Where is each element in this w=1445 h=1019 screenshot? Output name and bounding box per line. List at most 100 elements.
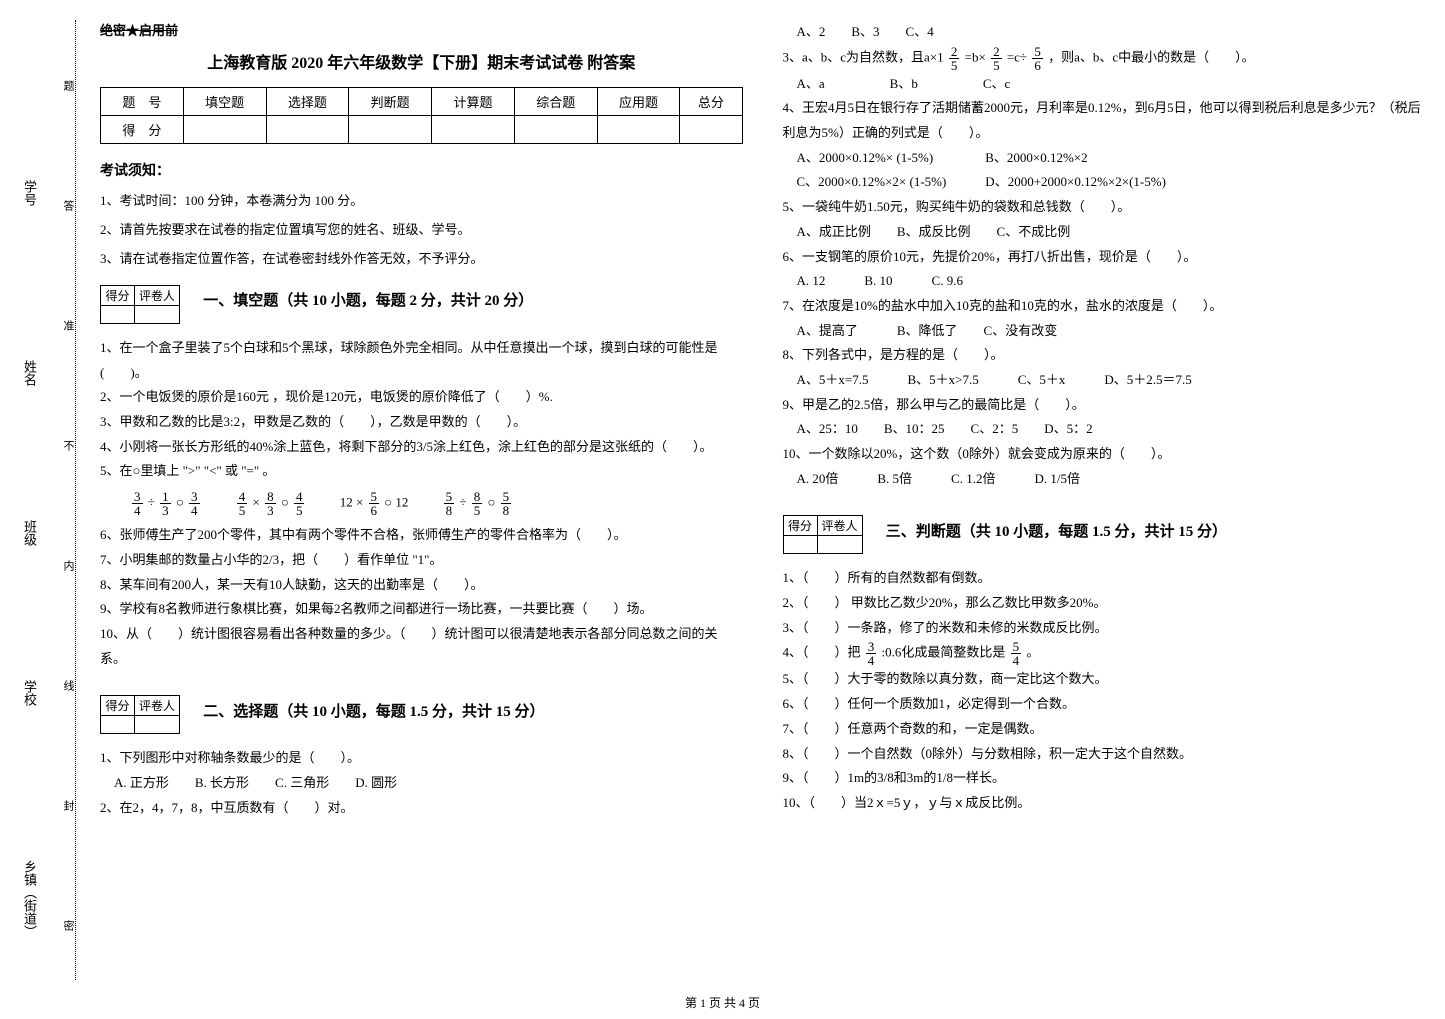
fill-q5-expressions: 34 ÷ 13 ○ 34 45 × 83 ○ 45 12 × 56 xyxy=(100,490,743,517)
choice-questions-cont: A、2 B、3 C、4 3、a、b、c为自然数，且a×1 25 =b× 25 =… xyxy=(783,20,1426,491)
fraction: 58 xyxy=(501,490,512,517)
score-header: 选择题 xyxy=(266,88,349,116)
mini-score-cell xyxy=(135,306,180,324)
question: 3、甲数和乙数的比是3:2，甲数是乙数的（ ），乙数是甲数的（ ）。 xyxy=(100,410,743,435)
binding-label: 学校 xyxy=(20,680,39,706)
fraction: 25 xyxy=(949,45,960,72)
fraction: 56 xyxy=(369,490,380,517)
question: 10、从（ ）统计图很容易看出各种数量的多少。（ ）统计图可以很清楚地表示各部分… xyxy=(100,622,743,671)
operator: ÷ xyxy=(459,495,466,510)
question: 3、（ ）一条路，修了的米数和未修的米数成反比例。 xyxy=(783,616,1426,641)
table-row: 得 分 xyxy=(101,116,743,144)
mini-score-box: 得分评卷人 xyxy=(100,695,180,734)
binding-dot: 准 xyxy=(60,320,76,339)
exam-notice: 考试须知： 1、考试时间：100 分钟，本卷满分为 100 分。 2、请首先按要… xyxy=(100,160,743,267)
question: 1、下列图形中对称轴条数最少的是（ ）。 xyxy=(100,746,743,771)
score-header: 综合题 xyxy=(514,88,597,116)
options: A、a B、b C、c xyxy=(797,72,1426,97)
notice-item: 1、考试时间：100 分钟，本卷满分为 100 分。 xyxy=(100,190,743,209)
score-header: 判断题 xyxy=(349,88,432,116)
fill-questions: 1、在一个盒子里装了5个白球和5个黑球，球除颜色外完全相同。从中任意摸出一个球，… xyxy=(100,336,743,671)
score-header: 计算题 xyxy=(432,88,515,116)
options: A. 12 B. 10 C. 9.6 xyxy=(797,269,1426,294)
judge-questions: 1、（ ）所有的自然数都有倒数。 2、（ ） 甲数比乙数少20%，那么乙数比甲数… xyxy=(783,566,1426,815)
question: 9、学校有8名教师进行象棋比赛，如果每2名教师之间都进行一场比赛，一共要比赛（ … xyxy=(100,597,743,622)
binding-label: 姓名 xyxy=(20,360,39,386)
binding-line xyxy=(75,20,76,980)
fraction: 54 xyxy=(1011,640,1022,667)
mini-score-label: 评卷人 xyxy=(135,696,180,716)
expr-group: 34 ÷ 13 ○ 34 xyxy=(130,490,202,517)
part-title-fill: 一、填空题（共 10 小题，每题 2 分，共计 20 分） xyxy=(203,289,533,310)
question: 10、（ ）当2ｘ=5ｙ，ｙ与ｘ成反比例。 xyxy=(783,791,1426,816)
binding-dot: 封 xyxy=(60,800,76,819)
mini-score-label: 评卷人 xyxy=(817,516,862,536)
question: 8、下列各式中，是方程的是（ ）。 xyxy=(783,343,1426,368)
question: 6、张师傅生产了200个零件，其中有两个零件不合格，张师傅生产的零件合格率为（ … xyxy=(100,523,743,548)
options: A、成正比例 B、成反比例 C、不成比例 xyxy=(797,220,1426,245)
notice-head: 考试须知： xyxy=(100,160,743,180)
binding-dot: 题 xyxy=(60,80,76,99)
score-header: 应用题 xyxy=(597,88,680,116)
question: 6、一支钢笔的原价10元，先提价20%，再打八折出售，现价是（ ）。 xyxy=(783,245,1426,270)
question: 5、在○里填上 ">" "<" 或 "=" 。 xyxy=(100,459,743,484)
mini-score-cell xyxy=(135,716,180,734)
question: 2、一个电饭煲的原价是160元 ，现价是120元，电饭煲的原价降低了（ ）%. xyxy=(100,385,743,410)
score-cell xyxy=(514,116,597,144)
fraction: 25 xyxy=(991,45,1002,72)
fraction: 34 xyxy=(132,490,143,517)
expr-group: 12 × 56 ○ 12 xyxy=(340,490,409,517)
question: 2、在2，4，7，8，中互质数有（ ）对。 xyxy=(100,796,743,821)
fraction: 58 xyxy=(444,490,455,517)
binding-label: 乡镇（街道） xyxy=(20,860,39,938)
q-text: =b× xyxy=(965,49,986,64)
mini-score-cell xyxy=(101,716,135,734)
mini-score-label: 评卷人 xyxy=(135,286,180,306)
operator: × xyxy=(253,495,260,510)
circle-blank: ○ xyxy=(281,495,289,510)
options: A. 20倍 B. 5倍 C. 1.2倍 D. 1/5倍 xyxy=(797,467,1426,492)
question: 6、（ ）任何一个质数加1，必定得到一个合数。 xyxy=(783,692,1426,717)
choice-q1-2: 1、下列图形中对称轴条数最少的是（ ）。 A. 正方形 B. 长方形 C. 三角… xyxy=(100,746,743,820)
options: A、2 B、3 C、4 xyxy=(797,20,1426,45)
options: A、2000×0.12%× (1-5%) B、2000×0.12%×2 xyxy=(797,146,1426,171)
circle-blank: ○ xyxy=(488,495,496,510)
circle-blank: ○ xyxy=(384,495,392,510)
expr-group: 58 ÷ 85 ○ 58 xyxy=(442,490,514,517)
binding-dot: 内 xyxy=(60,560,76,579)
question: 4、王宏4月5日在银行存了活期储蓄2000元，月利率是0.12%，到6月5日，他… xyxy=(783,96,1426,145)
binding-dot: 答 xyxy=(60,200,76,219)
options: A、提高了 B、降低了 C、没有改变 xyxy=(797,319,1426,344)
question: 5、（ ）大于零的数除以真分数，商一定比这个数大。 xyxy=(783,667,1426,692)
options: A、5＋x=7.5 B、5＋x>7.5 C、5＋x D、5＋2.5＝7.5 xyxy=(797,368,1426,393)
score-cell xyxy=(349,116,432,144)
left-column: 绝密★启用前 上海教育版 2020 年六年级数学【下册】期末考试试卷 附答案 题… xyxy=(100,20,743,820)
mini-score-cell xyxy=(101,306,135,324)
page-footer: 第 1 页 共 4 页 xyxy=(0,994,1445,1011)
fraction: 83 xyxy=(265,490,276,517)
expr-group: 45 × 83 ○ 45 xyxy=(235,490,307,517)
fraction: 56 xyxy=(1032,45,1043,72)
question: 10、一个数除以20%，这个数（0除外）就会变成为原来的（ ）。 xyxy=(783,442,1426,467)
question: 2、（ ） 甲数比乙数少20%，那么乙数比甲数多20%。 xyxy=(783,591,1426,616)
binding-label: 班级 xyxy=(20,520,39,546)
page-body: 绝密★启用前 上海教育版 2020 年六年级数学【下册】期末考试试卷 附答案 题… xyxy=(0,0,1445,830)
binding-dot: 不 xyxy=(60,440,76,459)
options: A. 正方形 B. 长方形 C. 三角形 D. 圆形 xyxy=(114,771,743,796)
operand: 12 xyxy=(395,495,408,510)
binding-margin: 乡镇（街道） 学校 班级 姓名 学号 密 封 线 内 不 准 答 题 xyxy=(0,0,100,1000)
table-row: 题 号 填空题 选择题 判断题 计算题 综合题 应用题 总分 xyxy=(101,88,743,116)
operand: 12 xyxy=(340,495,353,510)
question: 8、（ ）一个自然数（0除外）与分数相除，积一定大于这个自然数。 xyxy=(783,742,1426,767)
fraction: 13 xyxy=(160,490,171,517)
score-cell xyxy=(680,116,742,144)
mini-score-label: 得分 xyxy=(783,516,817,536)
part-title-choice: 二、选择题（共 10 小题，每题 1.5 分，共计 15 分） xyxy=(203,700,544,721)
q-text: :0.6化成最简整数比是 xyxy=(882,645,1006,660)
q-text: ，则a、b、c中最小的数是（ ）。 xyxy=(1048,49,1255,64)
part-title-judge: 三、判断题（共 10 小题，每题 1.5 分，共计 15 分） xyxy=(886,520,1227,541)
q-text: 3、a、b、c为自然数，且a×1 xyxy=(783,49,944,64)
question: 9、（ ）1m的3/8和3m的1/8一样长。 xyxy=(783,766,1426,791)
question: 1、在一个盒子里装了5个白球和5个黑球，球除颜色外完全相同。从中任意摸出一个球，… xyxy=(100,336,743,385)
score-cell xyxy=(266,116,349,144)
